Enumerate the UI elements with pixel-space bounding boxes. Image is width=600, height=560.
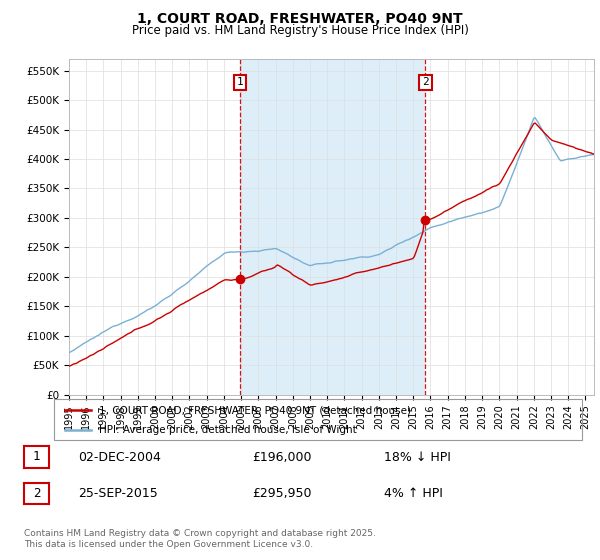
Text: 02-DEC-2004: 02-DEC-2004: [78, 451, 161, 464]
Text: £196,000: £196,000: [252, 451, 311, 464]
Text: 2: 2: [422, 77, 429, 87]
Text: 18% ↓ HPI: 18% ↓ HPI: [384, 451, 451, 464]
Text: 1: 1: [33, 450, 40, 464]
Text: Price paid vs. HM Land Registry's House Price Index (HPI): Price paid vs. HM Land Registry's House …: [131, 24, 469, 37]
Text: 1, COURT ROAD, FRESHWATER, PO40 9NT: 1, COURT ROAD, FRESHWATER, PO40 9NT: [137, 12, 463, 26]
Bar: [240, 59, 425, 395]
Text: £295,950: £295,950: [252, 487, 311, 501]
Text: 1: 1: [236, 77, 243, 87]
Text: 25-SEP-2015: 25-SEP-2015: [78, 487, 158, 501]
Text: 1, COURT ROAD, FRESHWATER, PO40 9NT (detached house): 1, COURT ROAD, FRESHWATER, PO40 9NT (det…: [99, 405, 411, 415]
Text: 4% ↑ HPI: 4% ↑ HPI: [384, 487, 443, 501]
Text: 2: 2: [33, 487, 40, 500]
Text: HPI: Average price, detached house, Isle of Wight: HPI: Average price, detached house, Isle…: [99, 424, 356, 435]
Text: Contains HM Land Registry data © Crown copyright and database right 2025.
This d: Contains HM Land Registry data © Crown c…: [24, 529, 376, 549]
